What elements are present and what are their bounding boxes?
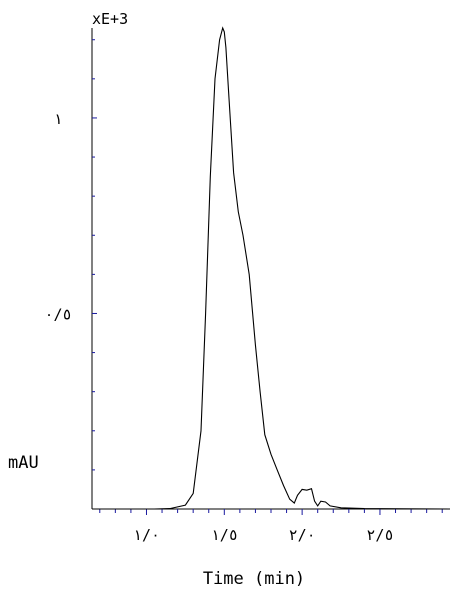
- x-tick-label: ١/٥: [211, 526, 238, 544]
- y-axis-label: mAU: [8, 453, 39, 473]
- x-tick-label: ٢/٠: [289, 526, 316, 544]
- y-tick-label: ١: [53, 110, 62, 128]
- x-tick-label: ١/٠: [133, 526, 160, 544]
- y-axis-ticks: ٠/٥ ١: [44, 39, 97, 471]
- series-line: [92, 26, 451, 510]
- y-multiplier-label: xE+3: [92, 10, 128, 28]
- x-axis-label: Time (min): [203, 569, 305, 589]
- x-axis-ticks: ١/٠ ١/٥ ٢/٠ ٢/٥: [99, 509, 443, 544]
- y-tick-label: ٠/٥: [44, 305, 71, 323]
- x-tick-label: ٢/٥: [366, 526, 393, 544]
